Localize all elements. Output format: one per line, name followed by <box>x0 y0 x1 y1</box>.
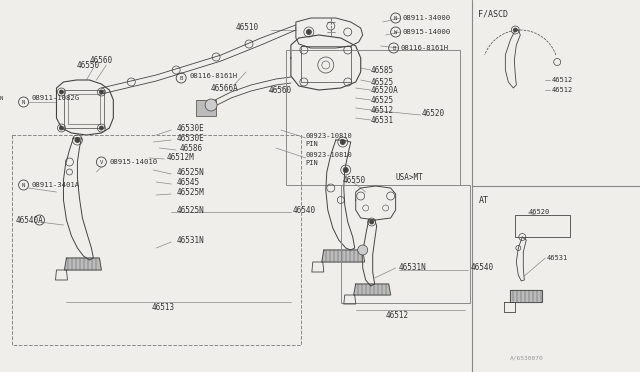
Circle shape <box>358 245 368 255</box>
Text: 46540: 46540 <box>293 205 316 215</box>
Text: 08911-1082G: 08911-1082G <box>31 95 79 101</box>
Circle shape <box>205 99 217 111</box>
Text: 08116-8161H: 08116-8161H <box>401 45 449 51</box>
Text: N: N <box>0 96 3 100</box>
Circle shape <box>75 138 80 142</box>
Text: 08911-3401A: 08911-3401A <box>31 182 79 188</box>
Text: 46545: 46545 <box>176 177 199 186</box>
Text: 46525N: 46525N <box>176 167 204 176</box>
Bar <box>340 185 470 303</box>
Text: 08915-14000: 08915-14000 <box>403 29 451 35</box>
Text: B: B <box>392 45 396 51</box>
Text: 46512: 46512 <box>551 87 572 93</box>
Text: 46520: 46520 <box>422 109 445 118</box>
Text: 46525N: 46525N <box>176 205 204 215</box>
Text: 46525: 46525 <box>371 77 394 87</box>
Polygon shape <box>326 140 355 250</box>
Text: AT: AT <box>479 196 488 205</box>
Text: 46566A: 46566A <box>211 83 239 93</box>
Text: 46531: 46531 <box>546 255 568 261</box>
Text: F/ASCD: F/ASCD <box>479 10 508 19</box>
Text: 46510: 46510 <box>236 22 259 32</box>
Text: PIN: PIN <box>306 160 319 166</box>
Circle shape <box>370 220 374 224</box>
Polygon shape <box>354 284 390 295</box>
Text: 08116-8161H: 08116-8161H <box>189 73 237 79</box>
Text: N: N <box>394 16 397 20</box>
Text: 46560: 46560 <box>269 86 292 94</box>
Text: 46531: 46531 <box>371 115 394 125</box>
Text: A/6530070: A/6530070 <box>510 356 544 360</box>
Polygon shape <box>356 186 396 220</box>
Text: B: B <box>180 76 183 80</box>
Polygon shape <box>63 138 93 260</box>
Text: 46525M: 46525M <box>176 187 204 196</box>
Polygon shape <box>510 290 542 302</box>
Bar <box>301 46 351 82</box>
Text: 46540A: 46540A <box>15 215 44 224</box>
Polygon shape <box>504 302 515 312</box>
Text: 46525: 46525 <box>371 96 394 105</box>
Circle shape <box>99 126 104 130</box>
Circle shape <box>99 90 104 94</box>
Polygon shape <box>516 237 526 281</box>
Text: 46531N: 46531N <box>399 263 426 273</box>
Text: 46530E: 46530E <box>176 134 204 142</box>
Bar <box>286 50 460 185</box>
Polygon shape <box>322 250 365 262</box>
Text: 00923-10810: 00923-10810 <box>306 133 353 139</box>
Text: 08911-34000: 08911-34000 <box>403 15 451 21</box>
Text: 46520: 46520 <box>528 209 550 215</box>
Bar <box>68 94 100 124</box>
Text: 46513: 46513 <box>151 304 174 312</box>
Polygon shape <box>291 35 361 90</box>
Polygon shape <box>312 262 324 272</box>
Text: 00923-10810: 00923-10810 <box>306 152 353 158</box>
Text: USA>MT: USA>MT <box>396 173 424 182</box>
Polygon shape <box>506 30 520 88</box>
Text: N: N <box>22 183 25 187</box>
Bar <box>12 135 301 345</box>
Text: 46550: 46550 <box>76 61 100 70</box>
Circle shape <box>307 29 311 35</box>
Polygon shape <box>363 220 377 286</box>
Bar <box>196 100 216 116</box>
Circle shape <box>343 167 348 173</box>
Polygon shape <box>56 80 113 135</box>
Text: 46531N: 46531N <box>176 235 204 244</box>
Text: 46512M: 46512M <box>166 153 194 161</box>
Circle shape <box>340 140 345 144</box>
Text: 46550: 46550 <box>343 176 366 185</box>
Bar <box>65 90 104 128</box>
Polygon shape <box>65 258 101 270</box>
Text: 46520A: 46520A <box>371 86 399 94</box>
Text: N: N <box>22 99 25 105</box>
Text: W: W <box>394 29 397 35</box>
Circle shape <box>513 28 517 32</box>
Text: PIN: PIN <box>306 141 319 147</box>
Text: 08915-14010: 08915-14010 <box>109 159 157 165</box>
Text: 46512: 46512 <box>386 311 409 321</box>
Circle shape <box>60 126 63 130</box>
Bar <box>515 215 570 237</box>
Text: 46585: 46585 <box>371 65 394 74</box>
Text: 46512: 46512 <box>371 106 394 115</box>
Text: 46540: 46540 <box>470 263 493 273</box>
Polygon shape <box>56 270 67 280</box>
Text: 46530E: 46530E <box>176 124 204 132</box>
Text: 46586: 46586 <box>179 144 202 153</box>
Text: V: V <box>100 160 103 164</box>
Text: 46512: 46512 <box>551 77 572 83</box>
Polygon shape <box>344 295 356 304</box>
Text: 46560: 46560 <box>90 55 113 64</box>
Circle shape <box>60 90 63 94</box>
Polygon shape <box>296 18 363 48</box>
